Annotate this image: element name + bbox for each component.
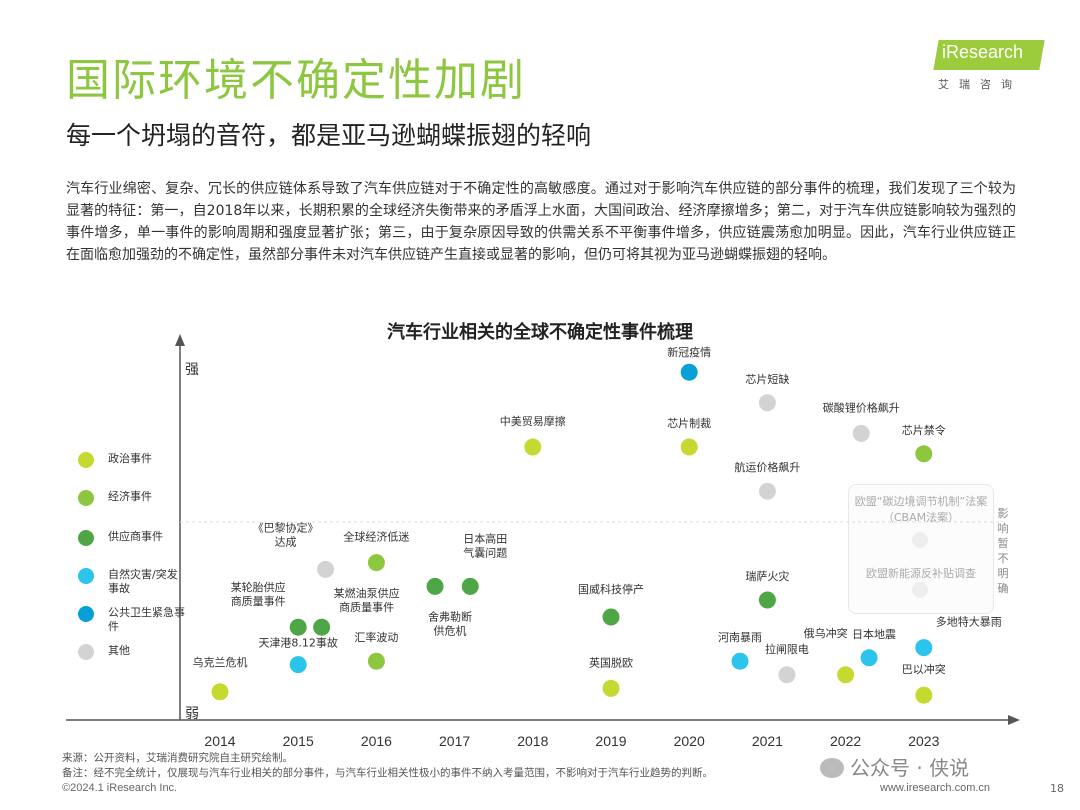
logo-chinese-text: 艾瑞咨询 [938,78,1022,91]
event-dot [778,666,796,684]
uncertain-impact-note: 影响暂不明确 [997,507,1009,595]
event-dot [837,666,855,684]
event-dot [524,438,542,456]
event-label: 天津港8.12事故 [258,636,338,650]
event-label: 全球经济低迷 [343,530,409,544]
legend-label-economy: 经济事件 [108,490,152,503]
event-label: 乌克兰危机 [193,655,248,669]
event-dot [317,560,335,578]
x-tick-label: 2017 [439,733,470,749]
legend-label-disaster: 自然灾害/突发事故 [108,568,178,595]
x-tick-label: 2023 [908,733,939,749]
event-label: 日本地震 [852,627,896,641]
event-dot [367,652,385,670]
iresearch-logo: iResearch 艾瑞咨询 [932,38,1048,94]
uncertain-placeholder-dot [912,582,928,598]
watermark: 公众号 · 侠说 [820,752,969,781]
event-label: 某轮胎供应商质量事件 [231,580,286,608]
uncertain-placeholder-dot [912,532,928,548]
event-label: 多地特大暴雨 [936,615,1002,629]
legend-dot-economy [78,490,94,506]
intro-paragraph: 汽车行业绵密、复杂、冗长的供应链体系导致了汽车供应链对于不确定性的高敏感度。通过… [66,181,1016,263]
event-label: 巴以冲突 [902,662,946,676]
x-tick-label: 2019 [595,733,626,749]
legend-dot-supplier [78,530,94,546]
event-dot [426,577,444,595]
y-label-strong: 强 [185,362,199,378]
legend-label-politics: 政治事件 [108,452,152,465]
event-dot [602,679,620,697]
legend-label-health: 公共卫生紧急事件 [108,606,185,633]
event-label: 某燃油泵供应商质量事件 [334,586,400,614]
website: www.iresearch.com.cn [880,782,991,794]
event-label: 日本高田气囊问题 [463,531,507,559]
legend-dot-other [78,644,94,660]
x-tick-label: 2015 [283,733,314,749]
event-dot [289,618,307,636]
event-dot [758,591,776,609]
event-dot [289,656,307,674]
chart-title: 汽车行业相关的全球不确定性事件梳理 [387,322,693,343]
copyright: ©2024.1 iResearch Inc. [62,782,178,794]
event-dot [731,652,749,670]
event-dot [680,363,698,381]
event-dot [915,686,933,704]
y-label-weak: 弱 [185,706,199,722]
event-label: 汇率波动 [354,630,398,644]
wechat-icon [820,757,844,778]
event-label: 新冠疫情 [667,345,711,359]
logo-text: iResearch [942,42,1024,62]
event-dot [915,445,933,463]
event-label: 河南暴雨 [718,631,762,644]
event-dot [680,438,698,456]
x-tick-label: 2020 [674,733,705,749]
legend-label-other: 其他 [108,644,130,657]
event-label: 俄乌冲突 [804,626,848,640]
event-label: 碳酸锂价格飙升 [823,400,900,414]
uncertain-item-antisubsidy: 欧盟新能源反补贴调查 [866,567,976,580]
x-tick-label: 2021 [752,733,783,749]
x-tick-label: 2018 [517,733,548,749]
event-label: 英国脱欧 [589,655,633,669]
legend-dot-disaster [78,568,94,584]
event-label: 拉闸限电 [765,642,809,656]
event-label: 国威科技停产 [578,582,644,596]
event-dot [461,577,479,595]
x-tick-label: 2016 [361,733,392,749]
event-label: 舍弗勒断供危机 [428,609,472,637]
x-axis-arrow [1008,715,1020,725]
event-dot [915,639,933,657]
page-number: 18 [1050,782,1064,795]
event-dot [367,554,385,572]
event-dot [860,649,878,667]
source-note: 来源：公开资料，艾瑞消费研究院自主研究绘制。 [62,752,293,764]
event-label: 芯片禁令 [902,423,946,437]
legend-dot-health [78,606,94,622]
event-dot [758,394,776,412]
page-subtitle: 每一个坍塌的音符，都是亚马逊蝴蝶振翅的轻响 [66,121,592,150]
event-label: 中美贸易摩擦 [500,414,566,428]
event-dot [313,618,331,636]
event-dot [852,424,870,442]
uncertain-impact-box: 欧盟“碳边境调节机制”法案（CBAM法案） 欧盟新能源反补贴调查 [848,484,994,614]
event-dot [758,482,776,500]
y-axis-arrow [175,334,185,346]
event-label: 瑞萨火灾 [745,569,789,583]
legend-label-supplier: 供应商事件 [108,530,163,543]
uncertain-item-cbam: 欧盟“碳边境调节机制”法案（CBAM法案） [854,495,988,524]
page-title: 国际环境不确定性加剧 [66,55,526,106]
remark-note: 备注：经不完全统计，仅展现与汽车行业相关的部分事件，与汽车行业相关性极小的事件不… [62,767,713,779]
legend-dot-politics [78,452,94,468]
x-tick-label: 2022 [830,733,861,749]
event-dot [602,608,620,626]
event-label: 航运价格飙升 [734,460,800,474]
event-label: 《巴黎协定》达成 [253,520,319,548]
watermark-text: 公众号 · 侠说 [850,756,970,780]
x-tick-label: 2014 [204,733,235,749]
event-dot [211,683,229,701]
event-label: 芯片短缺 [745,372,789,386]
event-label: 芯片制裁 [667,416,711,430]
